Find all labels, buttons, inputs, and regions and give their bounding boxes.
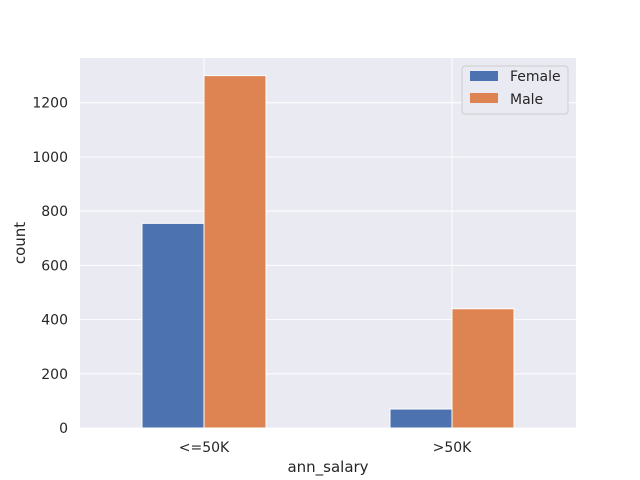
y-tick-label: 200	[41, 367, 68, 383]
y-axis-label: count	[11, 222, 29, 264]
legend: Female Male	[461, 65, 569, 115]
bar-female-1	[389, 408, 453, 429]
bar-female-0	[141, 222, 205, 429]
y-tick-label: 400	[41, 313, 68, 329]
x-axis-label: ann_salary	[287, 458, 368, 477]
x-tick-labels: <=50K >50K	[179, 440, 472, 456]
x-tick-label: >50K	[433, 440, 473, 456]
bar-male-0	[203, 75, 267, 429]
y-tick-label: 800	[41, 204, 68, 220]
y-tick-label: 1200	[32, 96, 68, 112]
x-tick-label: <=50K	[179, 440, 230, 456]
y-tick-label: 1000	[32, 150, 68, 166]
legend-swatch-male	[470, 93, 498, 103]
legend-swatch-female	[470, 71, 498, 81]
y-tick-label: 0	[59, 421, 68, 437]
legend-label-male: Male	[510, 92, 543, 108]
bars	[141, 75, 515, 429]
y-tick-label: 600	[41, 258, 68, 274]
bar-male-1	[451, 308, 515, 429]
legend-label-female: Female	[510, 69, 561, 85]
y-tick-labels: 0 200 400 600 800 1000 1200	[32, 96, 68, 437]
